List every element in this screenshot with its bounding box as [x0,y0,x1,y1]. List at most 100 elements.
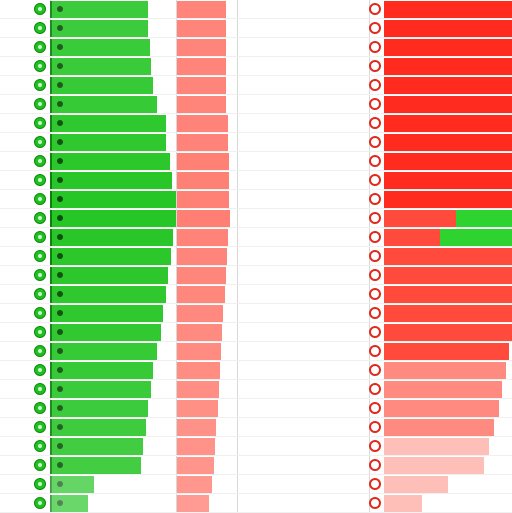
radio-icon[interactable] [369,497,381,509]
radio-icon[interactable] [369,478,381,490]
radio-icon[interactable] [369,155,381,167]
table-row[interactable] [0,228,512,247]
table-row[interactable] [0,380,512,399]
radio-icon[interactable] [369,41,381,53]
status-icon[interactable] [34,345,46,357]
bullet-icon [57,82,63,88]
bullet-icon [57,481,63,487]
radio-icon[interactable] [369,231,381,243]
table-row[interactable] [0,0,512,19]
radio-icon[interactable] [369,440,381,452]
table-row[interactable] [0,114,512,133]
table-row[interactable] [0,323,512,342]
table-row[interactable] [0,95,512,114]
radio-icon[interactable] [369,383,381,395]
status-icon[interactable] [34,383,46,395]
status-icon[interactable] [34,364,46,376]
status-icon[interactable] [34,307,46,319]
radio-icon[interactable] [369,174,381,186]
table-row[interactable] [0,152,512,171]
radio-icon[interactable] [369,459,381,471]
row-separator [0,151,512,152]
table-row[interactable] [0,133,512,152]
radio-icon[interactable] [369,402,381,414]
bullet-icon [57,215,63,221]
status-icon[interactable] [34,193,46,205]
status-icon[interactable] [34,41,46,53]
table-row[interactable] [0,418,512,437]
status-icon[interactable] [34,212,46,224]
status-icon[interactable] [34,231,46,243]
row-separator [0,132,512,133]
radio-icon[interactable] [369,212,381,224]
detail-bar [384,267,512,284]
table-row[interactable] [0,342,512,361]
detail-bar [384,134,512,151]
status-icon[interactable] [34,98,46,110]
radio-icon[interactable] [369,307,381,319]
table-row[interactable] [0,38,512,57]
radio-icon[interactable] [369,193,381,205]
status-icon[interactable] [34,155,46,167]
row-separator [0,455,512,456]
row-separator [0,18,512,19]
status-icon[interactable] [34,136,46,148]
radio-icon[interactable] [369,98,381,110]
table-row[interactable] [0,19,512,38]
radio-icon[interactable] [369,117,381,129]
status-icon[interactable] [34,174,46,186]
table-row[interactable] [0,475,512,494]
bullet-icon [57,348,63,354]
table-row[interactable] [0,57,512,76]
status-icon[interactable] [34,497,46,509]
red-bar [177,381,219,398]
status-icon[interactable] [34,3,46,15]
radio-icon[interactable] [369,345,381,357]
radio-icon[interactable] [369,364,381,376]
bullet-icon [57,25,63,31]
radio-icon[interactable] [369,79,381,91]
table-row[interactable] [0,171,512,190]
status-icon[interactable] [34,79,46,91]
table-row[interactable] [0,266,512,285]
radio-icon[interactable] [369,60,381,72]
table-row[interactable] [0,437,512,456]
row-separator [0,341,512,342]
table-row[interactable] [0,209,512,228]
radio-icon[interactable] [369,136,381,148]
table-row[interactable] [0,456,512,475]
status-icon[interactable] [34,250,46,262]
bullet-icon [57,158,63,164]
table-row[interactable] [0,190,512,209]
table-row[interactable] [0,247,512,266]
table-row[interactable] [0,304,512,323]
radio-icon[interactable] [369,22,381,34]
radio-icon[interactable] [369,421,381,433]
status-icon[interactable] [34,117,46,129]
radio-icon[interactable] [369,326,381,338]
bullet-icon [57,139,63,145]
table-row[interactable] [0,361,512,380]
status-icon[interactable] [34,326,46,338]
status-icon[interactable] [34,288,46,300]
status-icon[interactable] [34,459,46,471]
table-row[interactable] [0,494,512,513]
radio-icon[interactable] [369,3,381,15]
status-icon[interactable] [34,269,46,281]
table-row[interactable] [0,285,512,304]
status-icon[interactable] [34,402,46,414]
radio-icon[interactable] [369,288,381,300]
status-icon[interactable] [34,421,46,433]
red-bar [177,58,226,75]
status-icon[interactable] [34,60,46,72]
status-icon[interactable] [34,22,46,34]
table-row[interactable] [0,399,512,418]
row-separator [0,170,512,171]
status-icon[interactable] [34,440,46,452]
radio-icon[interactable] [369,250,381,262]
bullet-icon [57,329,63,335]
red-bar [177,476,212,493]
status-icon[interactable] [34,478,46,490]
radio-icon[interactable] [369,269,381,281]
table-row[interactable] [0,76,512,95]
